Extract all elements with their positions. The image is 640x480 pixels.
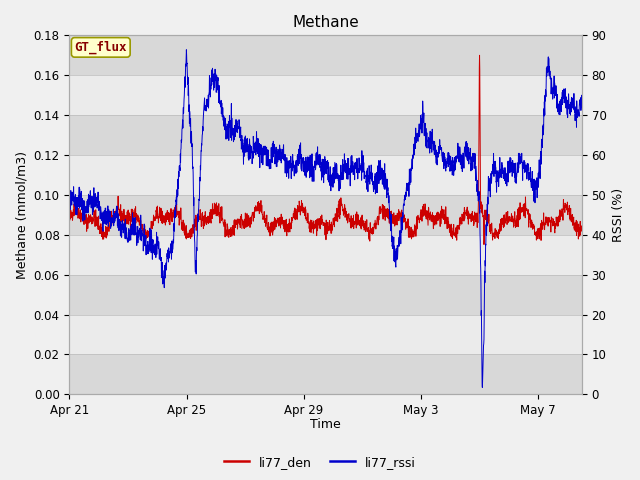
Bar xyxy=(69,275,582,314)
Bar xyxy=(69,314,582,354)
Text: GT_flux: GT_flux xyxy=(74,41,127,54)
Bar xyxy=(69,195,582,235)
X-axis label: Time: Time xyxy=(310,419,341,432)
Legend: li77_den, li77_rssi: li77_den, li77_rssi xyxy=(219,451,421,474)
Bar xyxy=(69,235,582,275)
Title: Methane: Methane xyxy=(292,15,359,30)
Y-axis label: RSSI (%): RSSI (%) xyxy=(612,188,625,242)
Bar xyxy=(69,36,582,75)
Bar xyxy=(69,155,582,195)
Bar xyxy=(69,115,582,155)
Bar xyxy=(69,354,582,394)
Bar xyxy=(69,75,582,115)
Y-axis label: Methane (mmol/m3): Methane (mmol/m3) xyxy=(15,151,28,279)
